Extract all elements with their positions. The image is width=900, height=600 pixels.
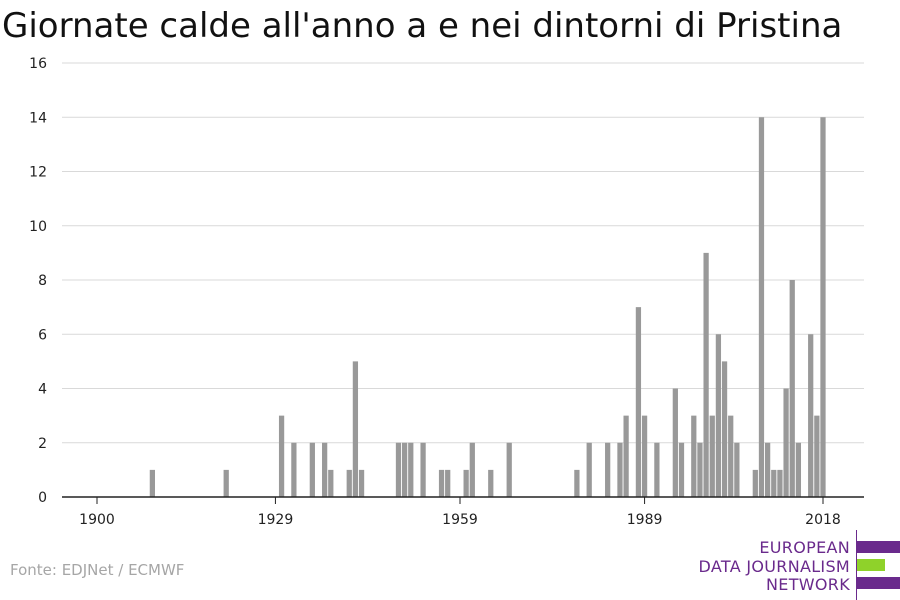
bar-1995 [678, 442, 685, 497]
bar-1961 [469, 442, 475, 497]
bar-1988 [635, 307, 642, 498]
bar-1985 [617, 442, 623, 497]
logo-line-2: DATA JOURNALISM [698, 557, 850, 576]
bar-2004 [734, 442, 740, 497]
bar-1930 [278, 415, 285, 498]
logo-bar-green [857, 559, 885, 571]
bar-1997 [691, 415, 697, 498]
bar-1978 [574, 469, 580, 498]
bar-1960 [463, 469, 469, 498]
y-tick-label: 2 [38, 436, 47, 452]
bar-1967 [506, 442, 512, 497]
bar-1938 [328, 469, 334, 498]
bar-2018 [820, 117, 826, 497]
bar-2016 [808, 334, 814, 497]
bar-2007 [752, 469, 758, 498]
bar-1935 [309, 442, 315, 497]
bar-2014 [795, 442, 802, 497]
bar-1950 [402, 442, 408, 497]
bar-chart: 0 2 4 6 8 10 12 14 16 1900 1929 1959 1989 2018 [29, 56, 864, 528]
bar-1999 [703, 252, 709, 498]
bar-1951 [408, 442, 414, 497]
bar-2000 [709, 415, 715, 498]
x-tick-label: 1900 [79, 512, 115, 528]
bar-2001 [715, 334, 722, 497]
chart-title: Giornate calde all'anno a e nei dintorni… [2, 6, 843, 46]
bar-2003 [728, 415, 734, 498]
bar-1953 [420, 442, 426, 497]
x-tick-label: 1959 [442, 512, 478, 528]
bar-1991 [654, 442, 660, 497]
logo-bar-purple-bottom [857, 577, 900, 589]
bar-1941 [346, 469, 352, 498]
bar-1932 [291, 442, 297, 497]
bar-2017 [814, 415, 820, 498]
bar-2012 [783, 388, 789, 497]
bar-1942 [352, 361, 359, 498]
x-tick-label: 2018 [805, 512, 841, 528]
logo-bar-purple-top [857, 541, 900, 553]
x-tick-label: 1929 [258, 512, 294, 528]
bar-2009 [765, 442, 771, 497]
logo-divider [856, 530, 857, 600]
bar-2002 [721, 361, 728, 498]
x-tick-label: 1989 [627, 512, 663, 528]
bar-2013 [789, 280, 795, 497]
y-tick-label: 6 [38, 327, 47, 343]
bar-2010 [771, 469, 777, 498]
y-tick-label: 16 [29, 56, 47, 72]
bars [149, 117, 826, 498]
bar-1998 [697, 442, 703, 497]
x-tick-labels: 1900 1929 1959 1989 2018 [79, 512, 841, 528]
bar-1949 [395, 442, 402, 497]
logo-line-1: EUROPEAN [759, 538, 850, 557]
y-tick-label: 10 [29, 219, 47, 235]
axes [62, 496, 864, 504]
logo-line-3: NETWORK [766, 575, 850, 594]
y-tick-label: 4 [38, 382, 47, 398]
source-credit: Fonte: EDJNet / ECMWF [10, 561, 185, 579]
bar-1957 [445, 469, 451, 498]
y-tick-label: 14 [29, 110, 47, 126]
gridlines [62, 62, 864, 444]
y-tick-label: 12 [29, 165, 47, 181]
y-tick-label: 8 [38, 273, 47, 289]
bar-1921 [223, 469, 229, 498]
bar-2008 [758, 117, 765, 497]
bar-2011 [777, 469, 783, 498]
bar-1980 [586, 442, 592, 497]
edjnet-logo: EUROPEAN DATA JOURNALISM NETWORK [698, 530, 900, 600]
bar-1943 [358, 469, 365, 498]
bar-1989 [641, 415, 648, 498]
bar-1964 [488, 469, 494, 498]
bar-1983 [605, 442, 611, 497]
bar-1956 [438, 469, 445, 498]
y-tick-labels: 0 2 4 6 8 10 12 14 16 [29, 56, 47, 506]
y-tick-label: 0 [38, 490, 47, 506]
bar-1986 [623, 415, 629, 498]
bar-1909 [149, 469, 155, 498]
bar-1994 [672, 388, 678, 497]
bar-1937 [322, 442, 328, 497]
